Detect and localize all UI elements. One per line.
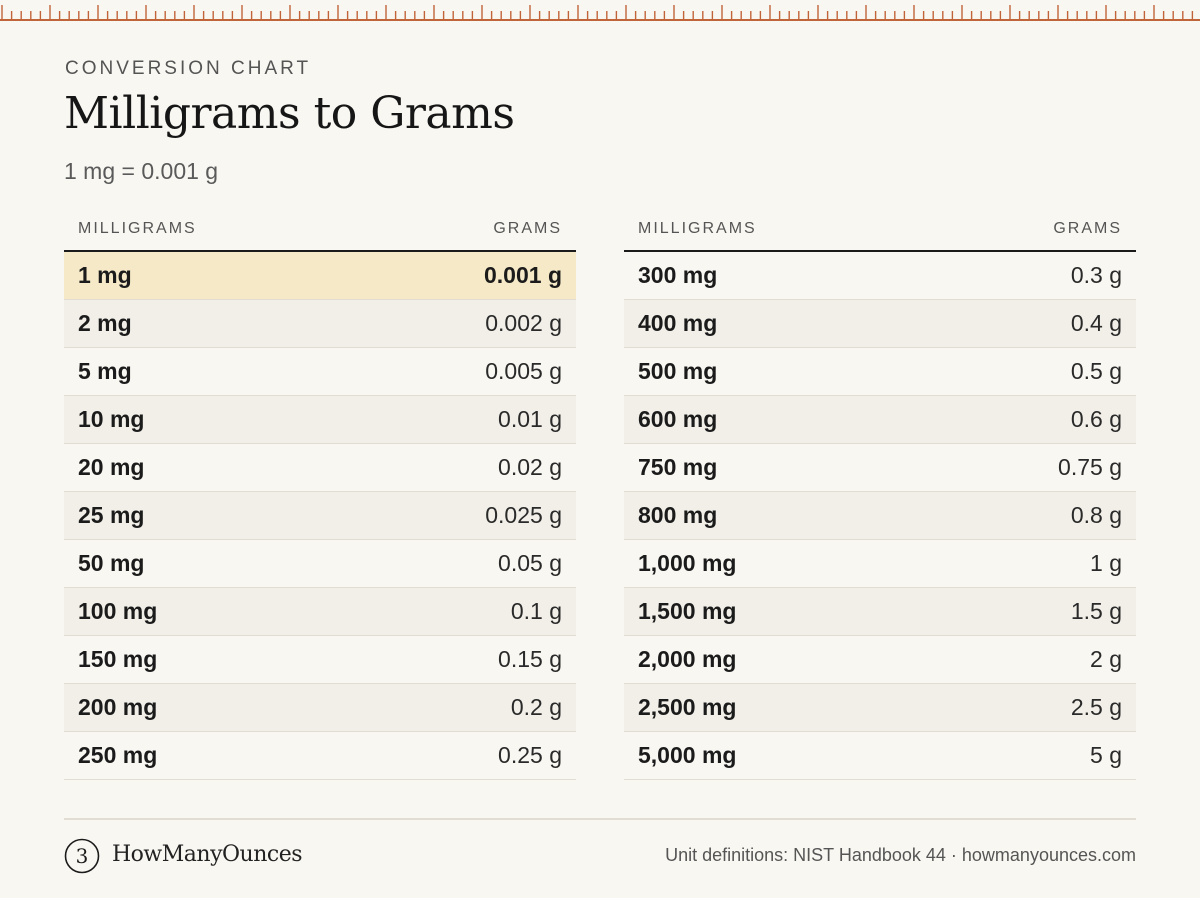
table-row: 2,000 mg 2 g [624,636,1136,684]
table-row: 1,000 mg 1 g [624,540,1136,588]
table-row: 800 mg 0.8 g [624,492,1136,540]
table-row: 1 mg 0.001 g [64,252,576,300]
milligrams-cell: 100 mg [78,598,158,624]
table-row: 300 mg 0.3 g [624,252,1136,300]
milligrams-cell: 2,000 mg [638,646,737,672]
milligrams-cell: 1,000 mg [638,550,737,576]
milligrams-cell: 2,500 mg [638,694,737,720]
grams-cell: 0.2 g [510,694,562,720]
table-row: 400 mg 0.4 g [624,300,1136,348]
milligrams-cell: 300 mg [638,262,718,288]
column-header-milligrams: MILLIGRAMS [78,220,197,237]
column-header-milligrams: MILLIGRAMS [638,220,757,237]
milligrams-cell: 200 mg [78,694,158,720]
milligrams-cell: 500 mg [638,358,718,384]
grams-cell: 0.25 g [498,742,562,768]
table-row: 1,500 mg 1.5 g [624,588,1136,636]
grams-cell: 5 g [1090,742,1122,768]
table-row: 250 mg 0.25 g [64,732,576,780]
table-row: 5,000 mg 5 g [624,732,1136,780]
table-row: 10 mg 0.01 g [64,396,576,444]
grams-cell: 0.02 g [498,454,562,480]
logo-glyph: 3 [76,844,89,868]
footer-divider [64,818,1136,820]
milligrams-cell: 25 mg [78,502,145,528]
milligrams-cell: 50 mg [78,550,145,576]
milligrams-cell: 20 mg [78,454,145,480]
table-row: 50 mg 0.05 g [64,540,576,588]
eyebrow-label: CONVERSION CHART [65,58,312,79]
grams-cell: 0.002 g [485,310,562,336]
brand-name[interactable]: HowManyOunces [112,842,303,867]
grams-cell: 1.5 g [1070,598,1122,624]
grams-cell: 0.025 g [485,502,562,528]
grams-cell: 0.75 g [1058,454,1122,480]
table-row: 5 mg 0.005 g [64,348,576,396]
grams-cell: 0.15 g [498,646,562,672]
table-header: MILLIGRAMS GRAMS [64,208,576,252]
table-body: 1 mg 0.001 g 2 mg 0.002 g 5 mg 0.005 g 10 mg 0.… [64,252,576,780]
milligrams-cell: 250 mg [78,742,158,768]
milligrams-cell: 5,000 mg [638,742,737,768]
conversion-table-right: MILLIGRAMS GRAMS 300 mg 0.3 g 400 mg 0.4 g 5… [624,208,1136,780]
milligrams-cell: 600 mg [638,406,718,432]
grams-cell: 0.4 g [1070,310,1122,336]
conversion-table-left: MILLIGRAMS GRAMS 1 mg 0.001 g 2 mg 0.002 g 5… [64,208,576,780]
milligrams-cell: 1 mg [78,262,132,288]
table-row: 20 mg 0.02 g [64,444,576,492]
table-row: 100 mg 0.1 g [64,588,576,636]
milligrams-cell: 2 mg [78,310,132,336]
grams-cell: 0.5 g [1070,358,1122,384]
grams-cell: 0.005 g [485,358,562,384]
table-row: 600 mg 0.6 g [624,396,1136,444]
grams-cell: 0.05 g [498,550,562,576]
grams-cell: 2 g [1090,646,1122,672]
ruler-ticks-icon [0,5,1200,21]
milligrams-cell: 1,500 mg [638,598,737,624]
milligrams-cell: 10 mg [78,406,145,432]
page-title: Milligrams to Grams [64,88,515,139]
milligrams-cell: 800 mg [638,502,718,528]
table-body: 300 mg 0.3 g 400 mg 0.4 g 500 mg 0.5 g 600 mg 0… [624,252,1136,780]
table-row: 25 mg 0.025 g [64,492,576,540]
table-row: 200 mg 0.2 g [64,684,576,732]
page-subtitle: 1 mg = 0.001 g [64,158,219,184]
table-row: 2 mg 0.002 g [64,300,576,348]
column-header-grams: GRAMS [493,220,562,237]
milligrams-cell: 5 mg [78,358,132,384]
grams-cell: 0.6 g [1070,406,1122,432]
table-row: 500 mg 0.5 g [624,348,1136,396]
grams-cell: 0.3 g [1070,262,1122,288]
grams-cell: 0.001 g [484,262,562,288]
milligrams-cell: 400 mg [638,310,718,336]
grams-cell: 0.8 g [1070,502,1122,528]
column-header-grams: GRAMS [1053,220,1122,237]
milligrams-cell: 750 mg [638,454,718,480]
grams-cell: 0.01 g [498,406,562,432]
table-header: MILLIGRAMS GRAMS [624,208,1136,252]
table-row: 150 mg 0.15 g [64,636,576,684]
table-row: 750 mg 0.75 g [624,444,1136,492]
footer-credit: Unit definitions: NIST Handbook 44 · how… [665,845,1136,865]
table-row: 2,500 mg 2.5 g [624,684,1136,732]
grams-cell: 2.5 g [1070,694,1122,720]
grams-cell: 1 g [1090,550,1122,576]
grams-cell: 0.1 g [510,598,562,624]
brand-logo-icon: 3 [64,838,100,874]
milligrams-cell: 150 mg [78,646,158,672]
